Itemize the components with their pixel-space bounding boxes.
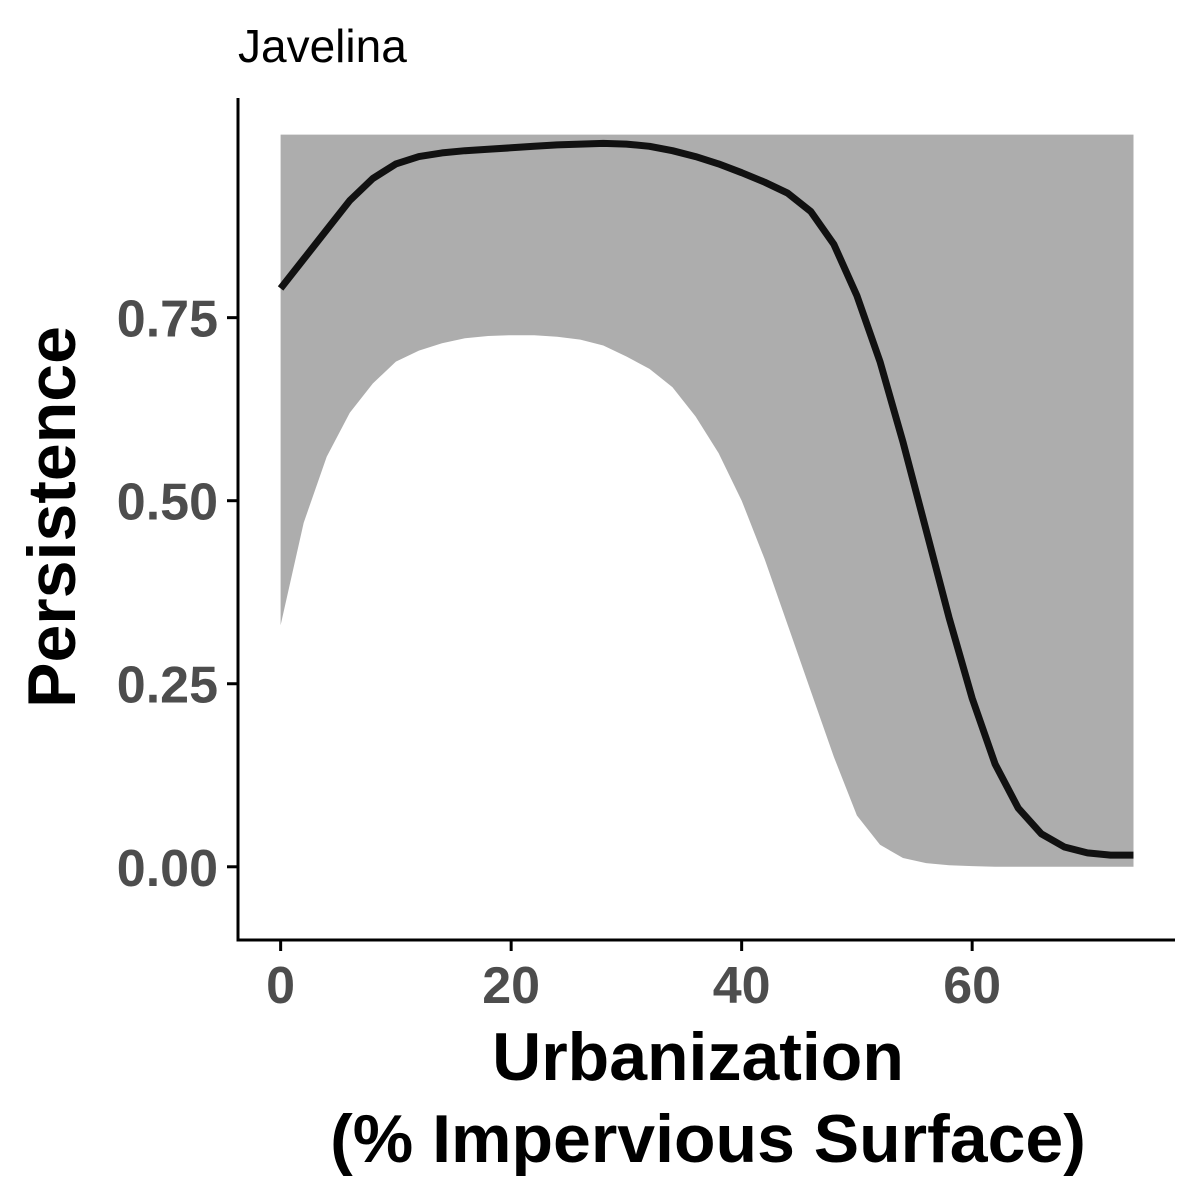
x-tick-label: 0 bbox=[266, 957, 295, 1015]
y-axis-ticks: 0.00 0.25 0.50 0.75 bbox=[117, 291, 238, 898]
x-axis-title-line-2: (% Impervious Surface) bbox=[330, 1101, 1086, 1177]
x-tick-label: 20 bbox=[482, 957, 540, 1015]
chart-title: Javelina bbox=[238, 20, 407, 72]
y-tick-label: 0.00 bbox=[117, 840, 218, 898]
x-tick-label: 60 bbox=[943, 957, 1001, 1015]
y-tick-label: 0.50 bbox=[117, 474, 218, 532]
trend-line bbox=[277, 139, 1134, 859]
confidence-band bbox=[280, 134, 1134, 867]
x-axis-title-line-1: Urbanization bbox=[492, 1019, 904, 1095]
x-axis-ticks: 0 20 40 60 bbox=[266, 940, 1001, 1015]
x-tick-label: 40 bbox=[713, 957, 771, 1015]
y-tick-label: 0.25 bbox=[117, 657, 218, 715]
y-axis-title: Persistence bbox=[14, 326, 90, 708]
y-tick-label: 0.75 bbox=[117, 291, 218, 349]
